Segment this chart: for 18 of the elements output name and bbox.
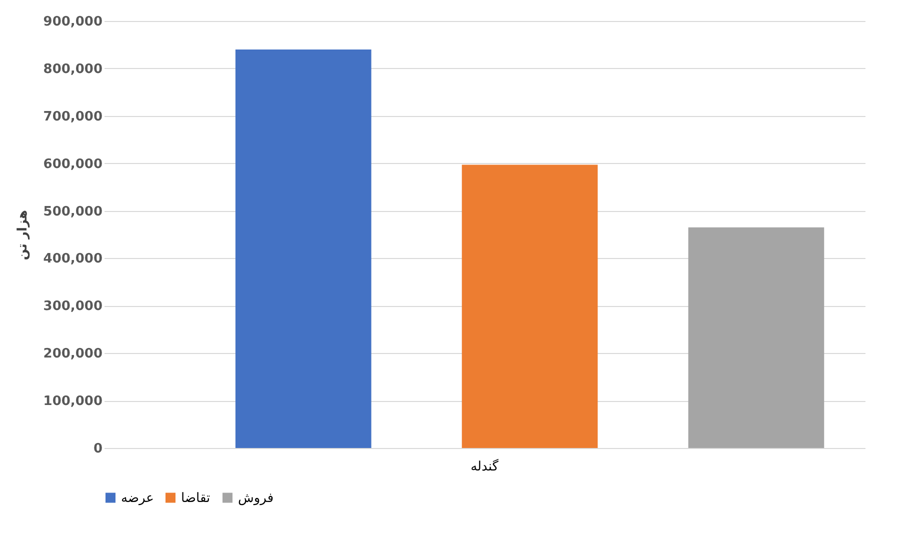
y-tick-label: 400,000 <box>43 252 102 267</box>
bar <box>235 49 372 448</box>
y-tick-label: 200,000 <box>43 346 102 362</box>
y-tick-label: 0 <box>93 442 102 456</box>
legend-label: فروش <box>238 490 274 506</box>
y-tick-label: 500,000 <box>43 204 102 220</box>
y-tick-label: 700,000 <box>43 109 102 124</box>
x-tick-label: گندله <box>470 458 500 474</box>
y-axis-title: هزار تن <box>15 210 30 260</box>
legend-label: تقاضا <box>181 490 211 506</box>
bar <box>462 164 598 448</box>
y-tick-label: 600,000 <box>43 156 102 172</box>
y-tick-label: 300,000 <box>43 299 102 314</box>
y-tick-label: 900,000 <box>43 14 102 30</box>
y-tick-label: 800,000 <box>43 62 102 77</box>
bar <box>688 227 824 448</box>
y-tick-label: 100,000 <box>43 394 102 410</box>
legend-label: عرضه <box>121 490 154 506</box>
